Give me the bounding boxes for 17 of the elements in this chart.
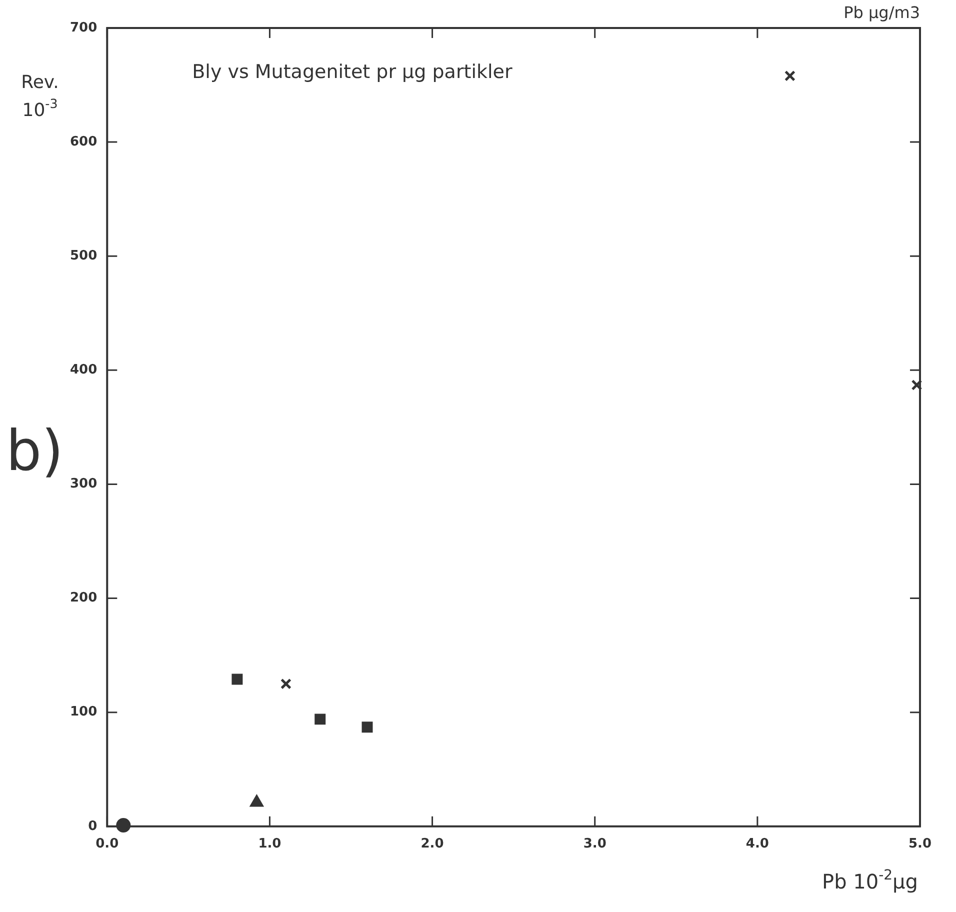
y-tick-label: 500 bbox=[70, 248, 98, 264]
y-tick-label: 0 bbox=[88, 818, 98, 834]
text: Pb µg/m3 bbox=[844, 3, 920, 22]
x-tick-label: 2.0 bbox=[420, 836, 444, 852]
y-tick-label: 100 bbox=[70, 704, 98, 720]
y-tick-label: 700 bbox=[70, 20, 98, 36]
y-tick-label: 300 bbox=[70, 476, 98, 492]
x-tick-label: 4.0 bbox=[746, 836, 769, 852]
x-tick-label: 5.0 bbox=[908, 836, 932, 852]
x-tick-label: 3.0 bbox=[583, 836, 606, 852]
y-tick-label: 600 bbox=[70, 134, 98, 150]
x-tick-label: 1.0 bbox=[258, 836, 282, 852]
text: b) bbox=[6, 419, 64, 484]
y-tick-label: 200 bbox=[70, 590, 98, 606]
y-tick-label: 400 bbox=[70, 362, 98, 378]
x-tick-label: 0.0 bbox=[96, 836, 119, 852]
text: Bly vs Mutagenitet pr µg partikler bbox=[192, 61, 512, 83]
